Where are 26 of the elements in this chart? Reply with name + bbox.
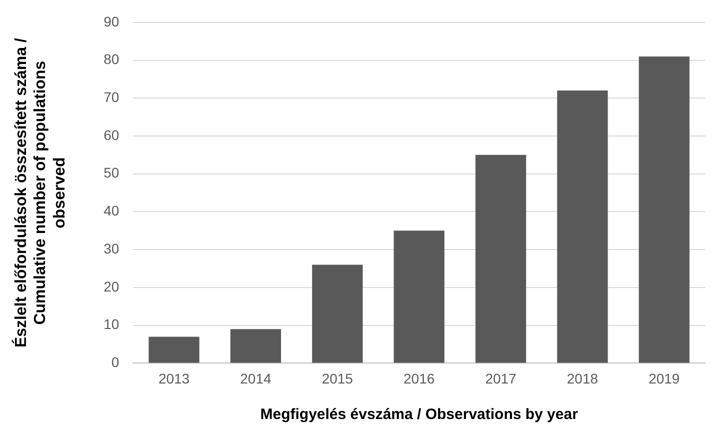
x-tick-label: 2018 — [566, 370, 598, 386]
y-tick-label: 90 — [104, 13, 120, 30]
bar — [394, 230, 444, 363]
bar — [312, 264, 363, 363]
y-tick-label: 40 — [104, 202, 120, 219]
y-tick-label: 10 — [104, 316, 120, 332]
bar — [148, 336, 200, 363]
bar — [557, 90, 608, 363]
y-tick-label: 80 — [104, 51, 120, 68]
y-tick-label: 0 — [111, 354, 120, 370]
bar — [475, 154, 526, 363]
x-tick-label: 2015 — [322, 370, 354, 386]
x-tick-label: 2013 — [158, 370, 190, 386]
x-tick-label: 2014 — [240, 370, 272, 386]
y-tick-label: 20 — [104, 278, 120, 294]
y-tick-label: 60 — [104, 126, 120, 143]
x-tick-label: 2017 — [485, 370, 517, 386]
x-tick-label: 2016 — [404, 370, 435, 386]
y-tick-label: 30 — [104, 240, 120, 256]
y-axis-title: Észlelt előfordulások összesített száma / Cumulative number of populations observed — [11, 38, 68, 348]
bar — [230, 329, 282, 363]
x-tick-label: 2019 — [648, 370, 680, 386]
x-axis-title: Megfigyelés évszáma / Observations by year — [260, 406, 578, 424]
y-tick-label: 50 — [104, 164, 120, 181]
bar — [638, 56, 690, 363]
y-tick-label: 70 — [104, 88, 120, 105]
